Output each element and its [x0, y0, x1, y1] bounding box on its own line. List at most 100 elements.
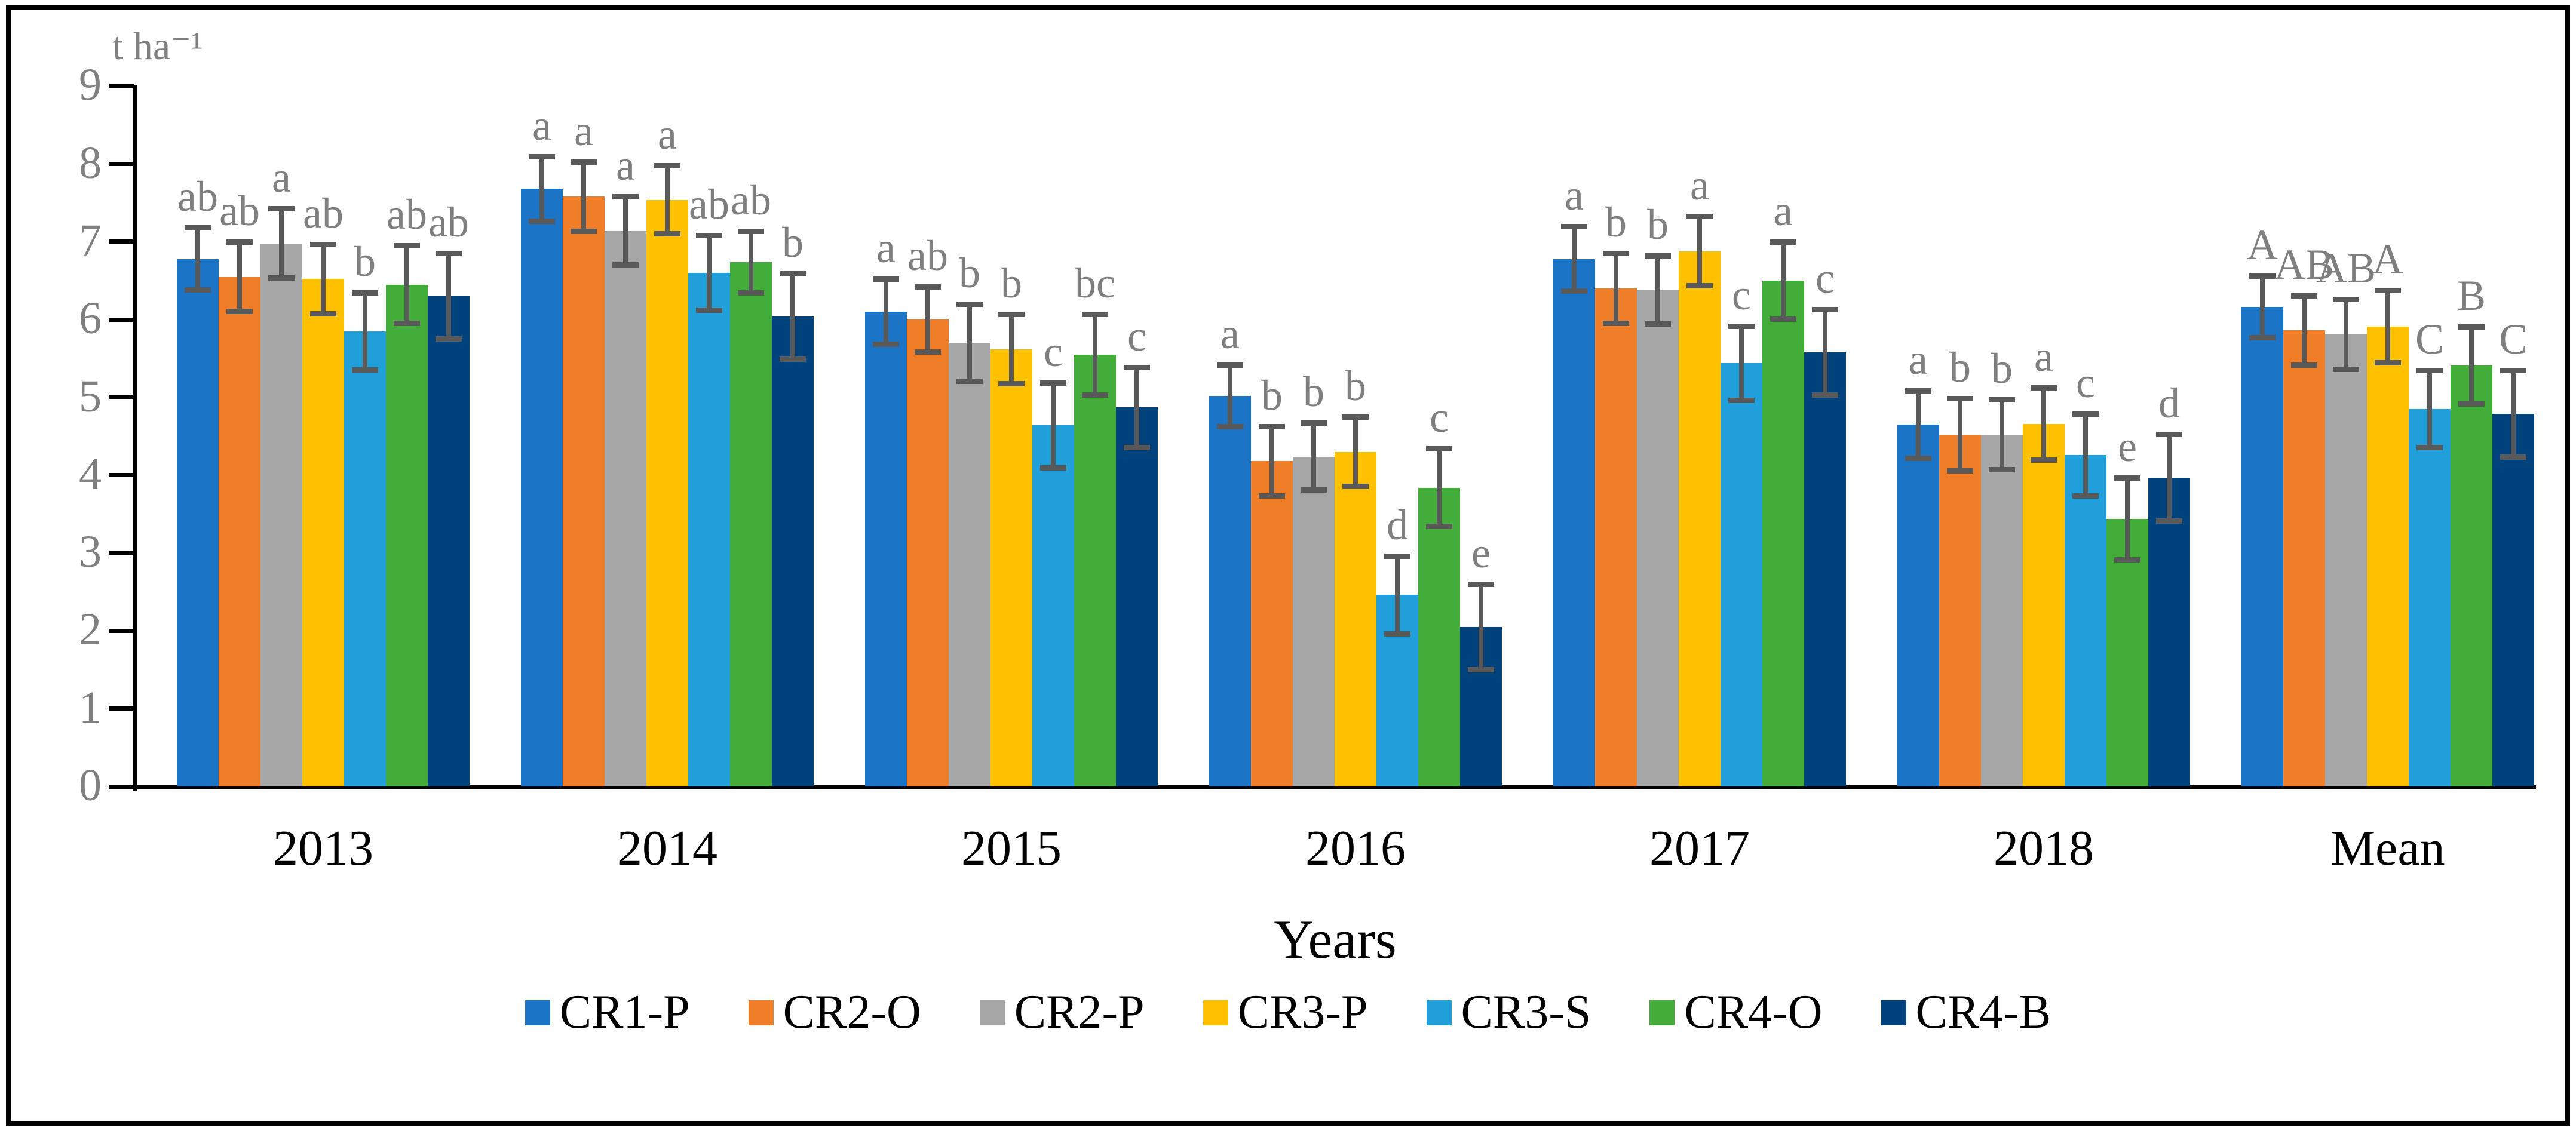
error-bar-stem [2511, 370, 2516, 457]
y-tick [109, 239, 134, 244]
error-bar-stem [1134, 367, 1139, 448]
error-bar-cap [2375, 287, 2401, 293]
legend-item: CR3-S [1426, 985, 1591, 1040]
error-bar-cap [352, 367, 378, 373]
y-tick-label: 0 [79, 760, 102, 810]
error-bar-cap [1812, 307, 1838, 313]
y-tick-label: 8 [79, 137, 102, 188]
significance-letter: b [1949, 343, 1971, 391]
error-bar-stem [2125, 477, 2130, 560]
category-label: 2018 [1994, 820, 2094, 876]
legend-label: CR4-B [1915, 986, 2051, 1038]
significance-letter: a [2034, 332, 2053, 380]
y-axis-unit-label: t ha⁻¹ [112, 24, 203, 68]
error-bar-stem [707, 235, 712, 311]
error-bar-cap [1728, 397, 1755, 403]
bar [730, 262, 772, 786]
bar [2241, 307, 2283, 786]
error-bar-cap [1217, 424, 1243, 429]
bar [2023, 423, 2065, 786]
category-label: 2014 [617, 820, 717, 876]
error-bar-cap [436, 336, 462, 342]
error-bar-cap [654, 163, 680, 169]
significance-letter: b [1303, 368, 1324, 416]
bar [688, 273, 730, 786]
error-bar-stem [279, 208, 284, 279]
significance-letter: ab [428, 198, 469, 247]
error-bar-cap [1645, 321, 1671, 327]
error-bar-cap [1124, 364, 1150, 370]
error-bar-cap [2291, 293, 2317, 299]
category-label: Mean [2330, 820, 2445, 876]
significance-letter: b [959, 249, 980, 297]
error-bar-cap [1217, 362, 1243, 368]
significance-letter: ab [177, 173, 218, 221]
error-bar-cap [1728, 323, 1755, 329]
error-bar-cap [2458, 324, 2485, 330]
bar [1804, 352, 1846, 786]
error-bar-stem [2302, 295, 2307, 366]
error-bar-cap [2156, 518, 2182, 524]
significance-letter: d [1387, 501, 1408, 549]
error-bar-stem [790, 273, 795, 359]
bar [1595, 288, 1637, 786]
significance-letter: A [2247, 221, 2278, 269]
bar [2451, 365, 2492, 786]
figure-border [6, 5, 2570, 1126]
error-bar-stem [2041, 387, 2046, 461]
error-bar-cap [226, 239, 253, 245]
bar [1074, 354, 1116, 786]
significance-letter: a [1909, 335, 1928, 383]
legend-swatch [1426, 1000, 1452, 1025]
error-bar-cap [696, 307, 722, 313]
y-tick-label: 4 [79, 448, 102, 499]
error-bar-cap [1645, 253, 1671, 259]
y-tick-label: 7 [79, 215, 102, 266]
y-tick-label: 6 [79, 293, 102, 343]
error-bar-stem [749, 230, 753, 293]
error-bar-stem [925, 287, 930, 352]
error-bar-cap [352, 290, 378, 296]
error-bar-cap [571, 159, 597, 165]
error-bar-stem [1437, 448, 1442, 527]
significance-letter: a [272, 153, 291, 201]
error-bar-stem [1655, 256, 1660, 324]
error-bar-cap [2156, 431, 2182, 437]
y-tick-label: 5 [79, 371, 102, 422]
significance-letter: c [1816, 254, 1835, 303]
y-tick-label: 1 [79, 682, 102, 733]
significance-letter: b [354, 237, 376, 285]
y-tick [109, 395, 134, 399]
error-bar-stem [1395, 556, 1400, 634]
error-bar-cap [1384, 554, 1410, 560]
error-bar-stem [1311, 423, 1316, 490]
error-bar-cap [571, 228, 597, 234]
error-bar-cap [998, 381, 1025, 387]
significance-letter: AB [2316, 244, 2376, 293]
error-bar-cap [1989, 466, 2015, 472]
error-bar-cap [2416, 445, 2443, 451]
bar [772, 316, 814, 786]
error-bar-stem [1781, 241, 1786, 320]
significance-letter: c [1732, 271, 1751, 319]
significance-letter: a [1690, 161, 1709, 209]
error-bar-cap [2333, 366, 2359, 372]
error-bar-cap [1301, 420, 1327, 426]
error-bar-stem [2385, 290, 2390, 364]
bar [2283, 330, 2325, 786]
error-bar-cap [1426, 446, 1452, 452]
bar [1032, 425, 1074, 786]
error-bar-cap [873, 341, 899, 347]
significance-letter: c [1127, 312, 1146, 360]
error-bar-cap [1770, 316, 1796, 322]
bar [1293, 456, 1335, 786]
bar [1679, 251, 1721, 786]
error-bar-stem [623, 196, 628, 265]
error-bar-cap [1342, 414, 1369, 420]
significance-letter: a [532, 101, 551, 149]
error-bar-cap [1082, 312, 1108, 318]
error-bar-stem [2344, 299, 2348, 370]
error-bar-cap [1040, 465, 1066, 471]
error-bar-cap [2031, 457, 2057, 463]
error-bar-cap [529, 153, 555, 159]
